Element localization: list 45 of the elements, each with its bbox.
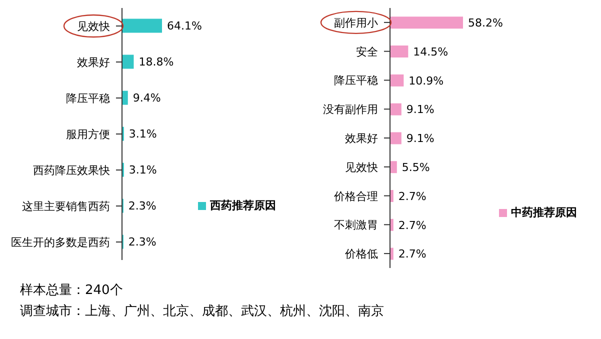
y-tick-label: 降压平稳	[66, 92, 110, 105]
y-tick-label: 医生开的多数是西药	[11, 236, 110, 249]
bar	[390, 132, 402, 144]
bar	[390, 74, 404, 86]
y-tick-label: 这里主要销售西药	[22, 200, 110, 213]
text: 样本总量：240个	[20, 282, 124, 300]
y-tick-label: 价格合理	[333, 190, 378, 203]
y-tick-label: 见效快	[77, 20, 110, 33]
y-tick-label: 效果好	[77, 56, 110, 69]
data-label: 18.8%	[138, 56, 174, 69]
data-label: 2.7%	[398, 218, 426, 232]
bar	[390, 161, 397, 174]
data-label: 2.3%	[128, 200, 156, 213]
data-label: 3.1%	[128, 164, 157, 177]
y-tick-label: 副作用小	[334, 16, 378, 30]
y-tick-label: 价格低	[344, 248, 378, 261]
data-label: 9.1%	[406, 103, 434, 116]
data-label: 5.5%	[402, 161, 430, 174]
bar	[122, 18, 162, 33]
bar	[390, 16, 463, 29]
data-label: 3.1%	[128, 128, 157, 141]
y-tick-label: 降压平稳	[334, 74, 378, 88]
data-label: 9.4%	[132, 92, 161, 105]
data-label: 64.1%	[167, 20, 202, 33]
y-tick-label: 见效快	[345, 160, 378, 174]
bar	[390, 46, 408, 58]
bar	[390, 103, 402, 116]
y-tick-label: 安全	[356, 45, 378, 58]
data-label: 14.5%	[413, 45, 448, 58]
y-tick-label: 没有副作用	[323, 103, 378, 116]
bar	[122, 90, 128, 105]
text: 调查城市：上海、广州、北京、成都、武汉、杭州、沈阳、南京	[20, 303, 384, 321]
data-label: 10.9%	[408, 74, 444, 88]
y-tick-label: 效果好	[345, 132, 378, 145]
y-tick-label: 不刺激胃	[334, 218, 378, 232]
y-tick-label: 服用方便	[66, 128, 110, 141]
data-label: 2.3%	[128, 236, 156, 249]
data-label: 2.7%	[398, 248, 426, 261]
y-tick-label: 西药降压效果快	[33, 164, 110, 177]
data-label: 58.2%	[468, 16, 503, 30]
data-label: 2.7%	[398, 190, 426, 203]
legend-label: 中药推荐原因	[511, 206, 577, 219]
legend-label: 西药推荐原因	[210, 199, 276, 212]
data-label: 9.1%	[406, 132, 434, 146]
bar	[122, 54, 134, 69]
